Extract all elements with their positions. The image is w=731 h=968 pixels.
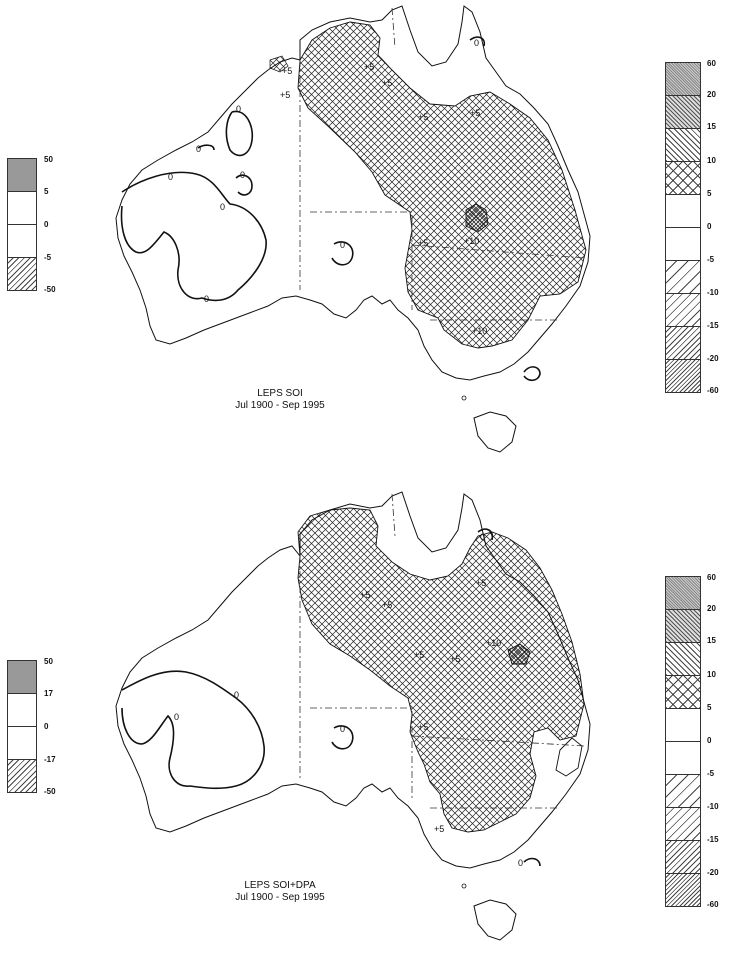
legend-value: 0 [707, 222, 712, 231]
legend-value: -5 [707, 255, 715, 264]
contour-label: 0 [204, 294, 209, 304]
map-panel-soi-dpa: 0 0 0 0 0 +5 +5 +5 +5 +5 +5 +10 +5 LEPS … [0, 484, 731, 968]
map-period: Jul 1900 - Sep 1995 [235, 892, 325, 903]
island [461, 395, 467, 401]
legend-swatch-dense [7, 158, 37, 192]
legend-value: 5 [707, 189, 712, 198]
contour-label: +5 [470, 108, 480, 118]
map-panel-soi: 0 0 0 0 0 0 0 0 +5 +5 +5 +5 +5 +5 +5 +10… [7, 5, 731, 453]
contour-label: 0 [234, 690, 239, 700]
legend-swatch-blank [7, 191, 37, 225]
contour-label: +5 [414, 650, 424, 660]
left-legend: 50 5 0 -5 -50 [7, 155, 67, 294]
contour-label: +10 [472, 326, 487, 336]
positive-skill-region [297, 21, 587, 349]
contour-label: +10 [486, 638, 501, 648]
legend-value: 17 [44, 689, 53, 698]
contour-label: 0 [196, 144, 201, 154]
legend-value: 20 [707, 90, 716, 99]
contour-label: 0 [240, 170, 245, 180]
legend-value: 60 [707, 573, 716, 582]
legend-value: 0 [707, 736, 712, 745]
tasmania [473, 899, 517, 941]
legend-value: -15 [707, 321, 719, 330]
high-skill-region [465, 203, 489, 233]
legend-value: -5 [44, 253, 52, 262]
contour-label: +5 [280, 90, 290, 100]
contour-label: +5 [418, 112, 428, 122]
australia-map-soi: 0 0 0 0 0 0 0 0 +5 +5 +5 +5 +5 +5 +5 +10… [115, 5, 591, 453]
contour-label: +5 [364, 62, 374, 72]
legend-value: 60 [707, 59, 716, 68]
legend-value: 10 [707, 156, 716, 165]
contour-label: +5 [418, 722, 428, 732]
left-legend: 50 17 0 -17 -50 [7, 657, 67, 796]
legend-value: 50 [44, 657, 53, 666]
contour-label: 0 [340, 240, 345, 250]
australia-map-soi-dpa: 0 0 0 0 0 +5 +5 +5 +5 +5 +5 +10 +5 [115, 491, 591, 941]
legend-value: -50 [44, 285, 56, 294]
legend-value: 20 [707, 604, 716, 613]
contour-label: +5 [360, 590, 370, 600]
legend-value: -20 [707, 868, 719, 877]
legend-value: 0 [44, 220, 49, 229]
zero-contours [121, 528, 541, 867]
contour-label: 0 [480, 532, 485, 542]
australia-coastline [115, 491, 591, 869]
legend-value: 0 [44, 722, 49, 731]
legend-value: 15 [707, 636, 716, 645]
legend-value: -5 [707, 769, 715, 778]
contour-label: 0 [340, 724, 345, 734]
contour-label: 0 [168, 172, 173, 182]
contour-label: +5 [434, 824, 444, 834]
contour-label: +5 [382, 600, 392, 610]
right-legend: 60 20 15 10 5 0 -5 -10 -15 -20 -60 [665, 59, 731, 400]
high-skill-region [507, 643, 531, 665]
legend-value: -50 [44, 787, 56, 796]
right-legend: 60 20 15 10 5 0 -5 -10 -15 -20 -60 [665, 573, 731, 914]
positive-skill-region [297, 507, 585, 833]
legend-value: 5 [44, 187, 49, 196]
legend-value: -17 [44, 755, 56, 764]
zero-contours [120, 36, 541, 382]
state-borders [299, 493, 586, 809]
contour-label: +5 [382, 78, 392, 88]
map-caption: LEPS SOI Jul 1900 - Sep 1995 [180, 388, 380, 412]
legend-value: 10 [707, 670, 716, 679]
contour-label: 0 [518, 858, 523, 868]
legend-value: 15 [707, 122, 716, 131]
legend-swatch-blank [7, 224, 37, 258]
map-caption: LEPS SOI+DPA Jul 1900 - Sep 1995 [180, 880, 380, 904]
contour-label: +5 [450, 654, 460, 664]
map-title: LEPS SOI+DPA [244, 880, 316, 891]
contour-label: 0 [474, 38, 479, 48]
contour-label: 0 [236, 104, 241, 114]
legend-value: -20 [707, 354, 719, 363]
legend-value: -60 [707, 386, 719, 395]
legend-value: 50 [44, 155, 53, 164]
legend-value: -60 [707, 900, 719, 909]
state-borders [299, 7, 586, 321]
contour-label: +5 [476, 578, 486, 588]
contour-label: 0 [220, 202, 225, 212]
contour-label: +10 [464, 236, 479, 246]
contour-label: +5 [418, 238, 428, 248]
legend-value: -10 [707, 288, 719, 297]
legend-value: -10 [707, 802, 719, 811]
unshaded-hole [555, 737, 583, 777]
legend-value: 5 [707, 703, 712, 712]
australia-coastline [115, 5, 591, 381]
legend-value: -15 [707, 835, 719, 844]
tasmania [473, 411, 517, 453]
legend-swatch-hatch [7, 257, 37, 291]
small-shaded-patch [269, 55, 289, 73]
island [461, 883, 467, 889]
contour-label: 0 [174, 712, 179, 722]
map-title: LEPS SOI [257, 388, 303, 399]
map-period: Jul 1900 - Sep 1995 [235, 400, 325, 411]
contour-label: +5 [282, 66, 292, 76]
